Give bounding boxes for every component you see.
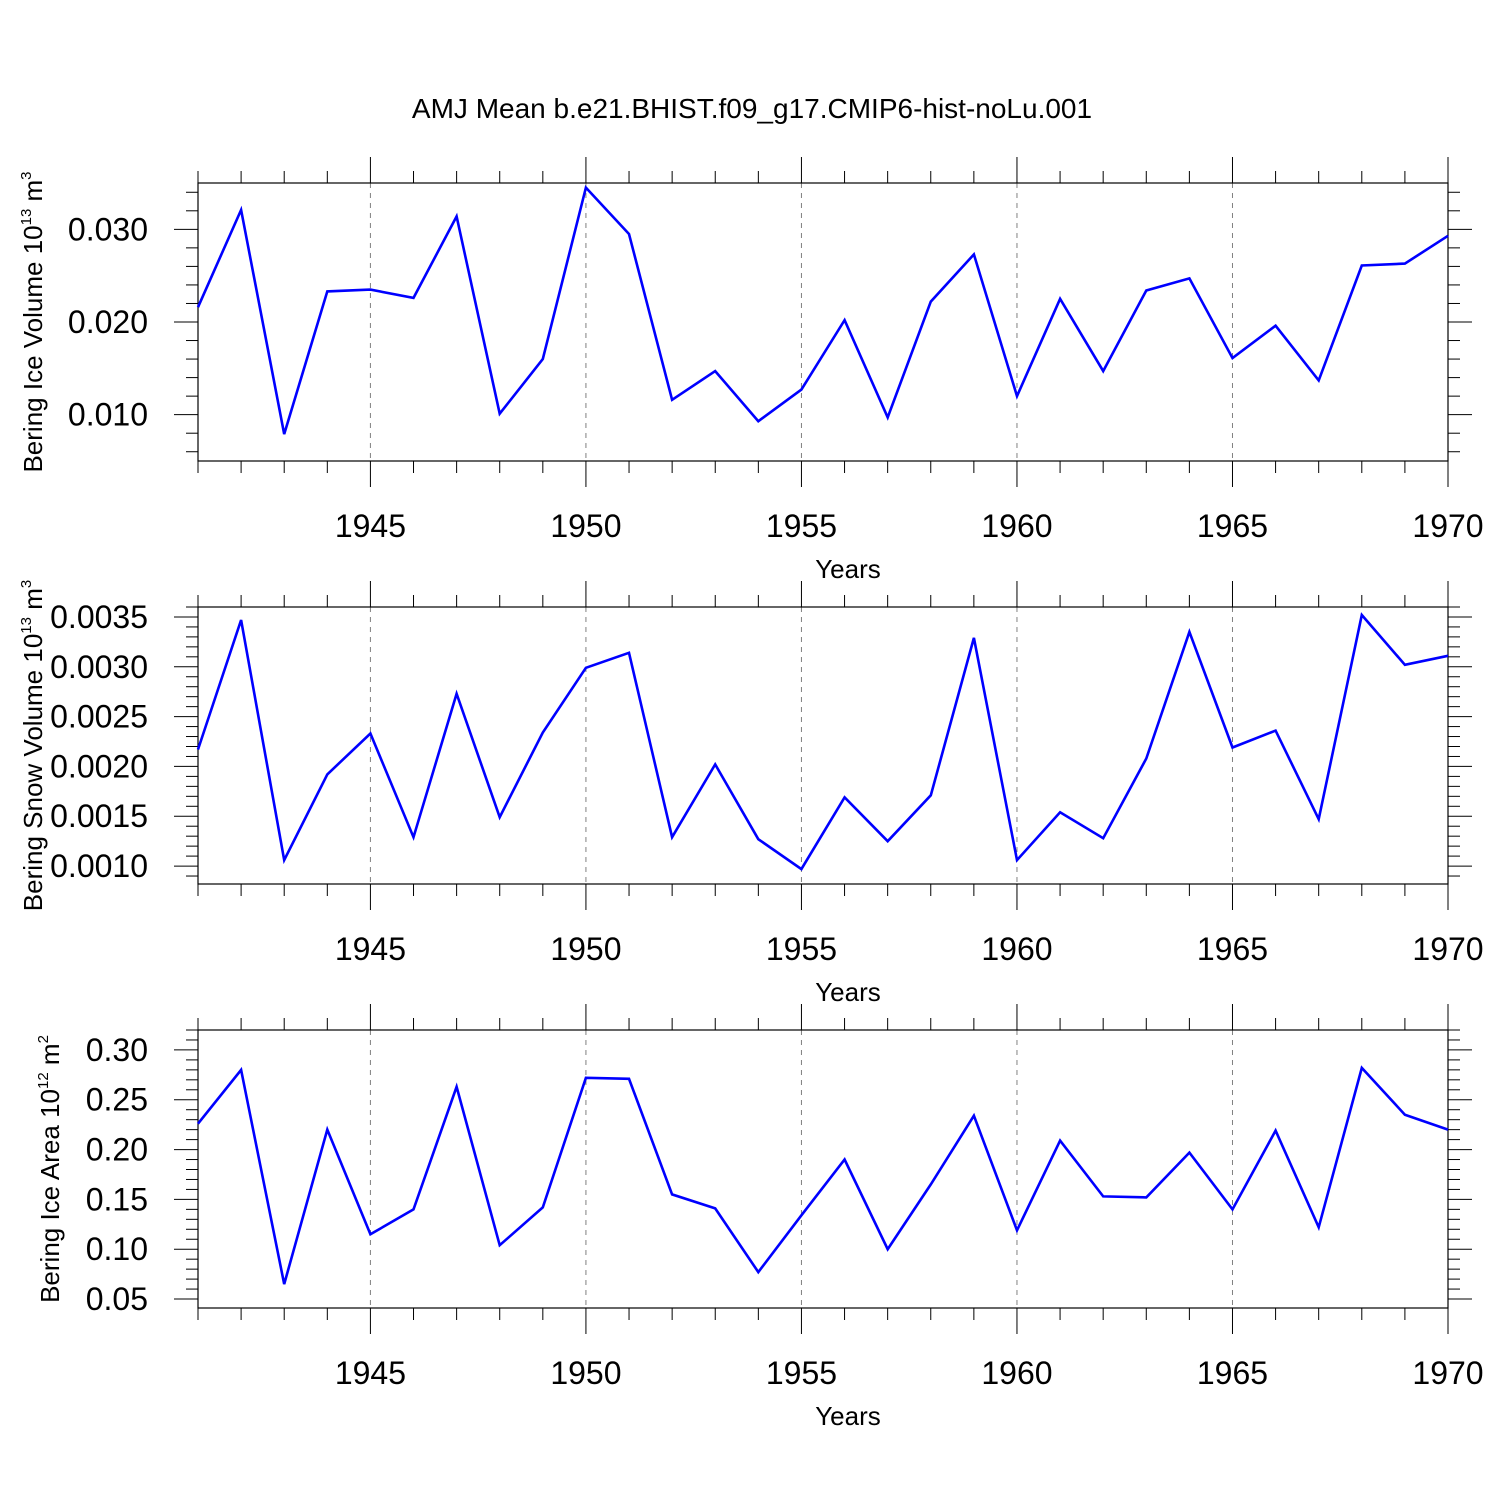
chart-2-x-tick-label: 1970 [1412, 1355, 1483, 1391]
chart-1-x-tick-label: 1955 [766, 931, 837, 967]
chart-0-x-tick-label: 1950 [550, 508, 621, 544]
chart-2-x-tick-label: 1945 [335, 1355, 406, 1391]
chart-2-y-tick-label: 0.15 [86, 1181, 148, 1217]
chart-0-series-line [196, 184, 1449, 435]
chart-2-series-line [196, 1065, 1449, 1285]
chart-0-x-tick-label: 1970 [1412, 508, 1483, 544]
panel-ice-area: 1945 1950 1955 1960 1965 1970 0.05 0.10 0.15 0.20… [35, 1004, 1484, 1431]
chart-2-y-tick-label: 0.25 [86, 1082, 148, 1118]
chart-0-x-axis-label: Years [815, 554, 881, 584]
chart-0-x-tick-label: 1955 [766, 508, 837, 544]
chart-2-y-axis-label: Bering Ice Area 1012 m2 [35, 1035, 65, 1303]
chart-2-y-tick-label: 0.05 [86, 1281, 148, 1317]
chart-1-x-tick-label: 1960 [981, 931, 1052, 967]
chart-2-x-tick-label: 1950 [550, 1355, 621, 1391]
chart-0-y-tick-label: 0.010 [68, 397, 148, 433]
chart-1-x-tick-label: 1965 [1197, 931, 1268, 967]
panel-snow-volume: 1945 1950 1955 1960 1965 1970 0.0010 0.0015 0.00… [18, 580, 1484, 1007]
chart-1-y-tick-label: 0.0025 [50, 699, 148, 735]
chart-2-x-tick-label: 1960 [981, 1355, 1052, 1391]
chart-0-plot-frame [197, 182, 1449, 462]
chart-1-x-axis-label: Years [815, 977, 881, 1007]
chart-0-x-tick-label: 1945 [335, 508, 406, 544]
chart-0-x-tick-label: 1960 [981, 508, 1052, 544]
chart-1-y-axis-label: Bering Snow Volume 1013 m3 [18, 580, 48, 911]
chart-1-x-tick-label: 1945 [335, 931, 406, 967]
chart-1-y-tick-label: 0.0030 [50, 649, 148, 685]
chart-0-x-tick-label: 1965 [1197, 508, 1268, 544]
figure-title: AMJ Mean b.e21.BHIST.f09_g17.CMIP6-hist-… [412, 93, 1092, 124]
chart-1-x-tick-label: 1970 [1412, 931, 1483, 967]
chart-0-y-tick-label: 0.030 [68, 211, 148, 247]
chart-2-x-tick-label: 1955 [766, 1355, 837, 1391]
chart-1-y-tick-label: 0.0020 [50, 748, 148, 784]
chart-2-x-axis-label: Years [815, 1401, 881, 1431]
chart-1-y-tick-label: 0.0010 [50, 848, 148, 884]
chart-1-y-tick-label: 0.0035 [50, 599, 148, 635]
chart-0-y-tick-label: 0.020 [68, 304, 148, 340]
chart-2-plot-frame [197, 1029, 1449, 1309]
chart-1-x-tick-label: 1950 [550, 931, 621, 967]
chart-2-y-tick-label: 0.10 [86, 1231, 148, 1267]
chart-2-y-tick-label: 0.20 [86, 1132, 148, 1168]
panel-ice-volume: 1945 1950 1955 1960 1965 1970 0.010 0.020 0.030 Y… [18, 157, 1484, 584]
chart-1-y-tick-label: 0.0015 [50, 798, 148, 834]
chart-0-y-axis-label: Bering Ice Volume 1013 m3 [18, 171, 48, 472]
chart-2-x-tick-label: 1965 [1197, 1355, 1268, 1391]
chart-2-y-tick-label: 0.30 [86, 1032, 148, 1068]
chart-1-series-line [196, 612, 1449, 871]
